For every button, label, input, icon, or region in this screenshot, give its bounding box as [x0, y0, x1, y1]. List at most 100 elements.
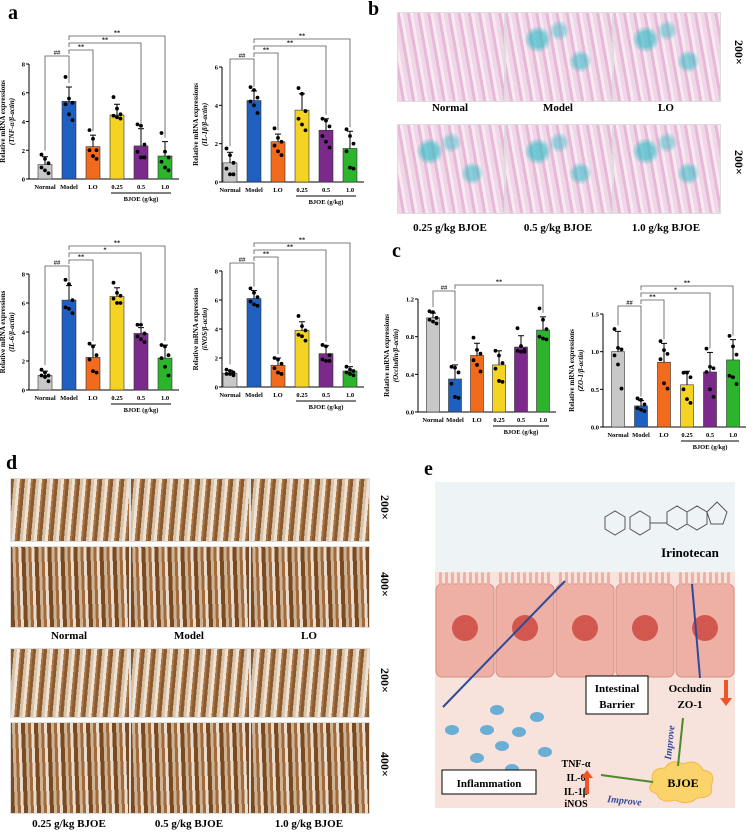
data-point [252, 88, 256, 92]
data-point [456, 370, 461, 375]
data-point [166, 373, 171, 378]
y-axis-label: Relative mRNA expressions [192, 287, 200, 370]
magnification-d-1: 200× [378, 495, 392, 520]
bar-Normal [37, 375, 53, 391]
micrograph-b-model [505, 12, 613, 102]
bar-0.25 [680, 384, 694, 428]
y-tick-label: 0 [215, 385, 218, 392]
microvillus [469, 572, 472, 585]
data-point [734, 382, 739, 386]
x-tick-label: Model [245, 187, 263, 194]
magnification-b-2: 200× [732, 150, 746, 175]
data-point [711, 366, 716, 371]
data-point [252, 302, 256, 307]
bar-0.5 [514, 346, 528, 413]
significance-bracket [640, 285, 734, 336]
significance-bracket [640, 299, 665, 340]
data-point [662, 348, 666, 353]
significance-bracket [68, 35, 166, 138]
ihc-025-200 [10, 648, 130, 718]
label-d-normal: Normal [50, 630, 88, 642]
arrow-to-inflammation [442, 580, 566, 708]
data-point [163, 364, 167, 369]
data-point [248, 299, 253, 304]
significance-label: * [674, 287, 677, 294]
inflammation-label: Inflammation [457, 778, 522, 790]
data-point [324, 344, 328, 349]
y-axis-sublabel: (IL-1β/β-actin) [201, 103, 209, 146]
data-point [708, 387, 712, 392]
data-point [224, 367, 229, 372]
data-point [453, 395, 457, 399]
data-point [351, 141, 356, 146]
y-tick-label: 6 [215, 65, 219, 72]
data-point [351, 373, 356, 378]
nucleus [692, 615, 718, 641]
data-point [118, 301, 123, 305]
improve-arrow-barrier [677, 717, 684, 767]
microvillus [529, 572, 532, 585]
significance-bracket [640, 292, 711, 349]
data-point [348, 134, 352, 138]
data-point [475, 363, 479, 367]
microvillus [487, 572, 490, 585]
significance-bracket [68, 49, 94, 132]
data-point [427, 317, 432, 322]
irinotecan-structure-icon [604, 501, 728, 536]
bar-0.25 [294, 330, 310, 388]
improve-label-2: Improve [663, 724, 678, 761]
bar-Model [634, 405, 648, 428]
y-tick-label: 1.5 [591, 312, 600, 319]
up-arrow-icon [581, 770, 593, 794]
y-tick-label: 2 [22, 359, 25, 366]
data-point [166, 168, 171, 173]
microvillus [541, 572, 544, 585]
data-point [685, 397, 689, 402]
data-point [159, 356, 164, 360]
data-point [300, 334, 304, 339]
x-tick-label: Model [60, 184, 78, 191]
x-tick-label: 1.0 [346, 187, 354, 194]
ihc-lo-400 [250, 546, 370, 628]
data-point [537, 334, 542, 339]
bjoe-cloud [649, 761, 714, 804]
data-point [639, 407, 643, 412]
data-point [344, 127, 349, 132]
significance-bracket [229, 262, 255, 365]
data-point [704, 346, 709, 351]
data-point [46, 161, 51, 166]
data-point [612, 353, 617, 358]
microvillus [511, 572, 514, 585]
data-point [493, 366, 498, 371]
x-tick-label: LO [88, 184, 97, 191]
bar-Normal [611, 351, 625, 428]
data-point [228, 372, 232, 376]
chart-5: 0.0 0.4 0.8 1.2 Relative mRNA expressions (Oc… [383, 279, 556, 436]
data-point [500, 361, 505, 365]
bar-LO [85, 146, 101, 180]
microvillus [583, 572, 586, 585]
bar-0.5 [318, 353, 334, 388]
data-point [163, 149, 167, 154]
label-b-model: Model [543, 102, 573, 114]
bar-0.25 [492, 364, 506, 413]
microvillus [607, 572, 610, 585]
x-tick-label: Normal [607, 432, 628, 439]
inflammatory-cell [445, 725, 459, 735]
data-point [635, 396, 640, 401]
data-point [135, 334, 140, 339]
y-tick-label: 0 [22, 177, 25, 184]
cytokine-il1b: IL-1β [564, 787, 588, 798]
data-point [135, 122, 140, 127]
significance-bracket [253, 45, 327, 115]
label-b-lo: LO [658, 102, 674, 114]
data-point [63, 102, 68, 107]
data-point [70, 118, 75, 122]
group-label: BJOE (g/kg) [309, 199, 344, 206]
microvillus [727, 572, 730, 585]
data-point [303, 328, 308, 333]
y-tick-label: 6 [215, 298, 219, 305]
data-point [115, 301, 119, 305]
x-tick-label: Normal [34, 395, 55, 402]
data-point [142, 155, 147, 160]
